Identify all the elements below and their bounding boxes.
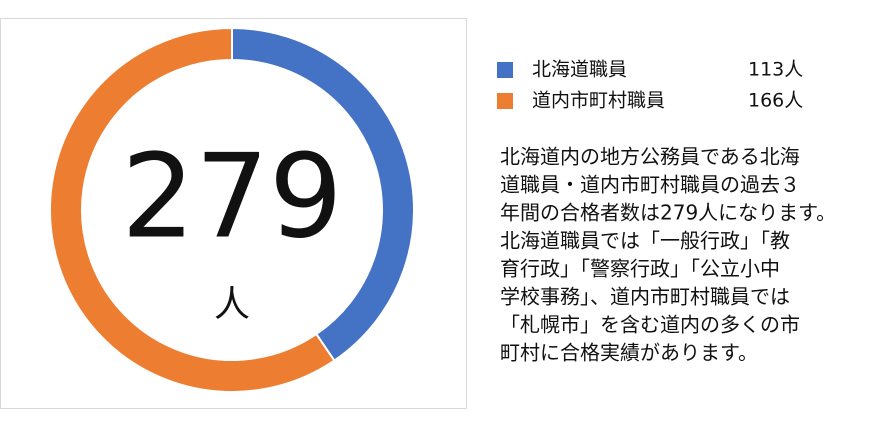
description-line: 道職員・道内市町村職員の過去３ (500, 173, 800, 197)
description-line: 年間の合格者数は279人になります。 (500, 201, 836, 225)
description-line: 町村に合格実績があります。 (500, 341, 758, 365)
center-total: 279 (121, 130, 342, 265)
description-line: 育行政」「警察行政」「公立小中 (500, 257, 780, 281)
legend-swatch (497, 62, 513, 78)
description-line: 北海道職員では「一般行政」「教 (500, 229, 790, 253)
legend-label: 道内市町村職員 (532, 90, 665, 112)
description-line: 「札幌市」を含む道内の多くの市 (500, 313, 800, 337)
legend-value: 166人 (748, 90, 803, 112)
donut-segment (49, 26, 336, 393)
legend-value: 113人 (748, 59, 803, 81)
description-line: 学校事務」、道内市町村職員では (500, 285, 790, 309)
legend-swatch (497, 93, 513, 109)
description-line: 北海道内の地方公務員である北海 (500, 145, 800, 169)
legend-label: 北海道職員 (532, 59, 627, 81)
donut (49, 26, 415, 393)
center-unit: 人 (214, 284, 250, 325)
